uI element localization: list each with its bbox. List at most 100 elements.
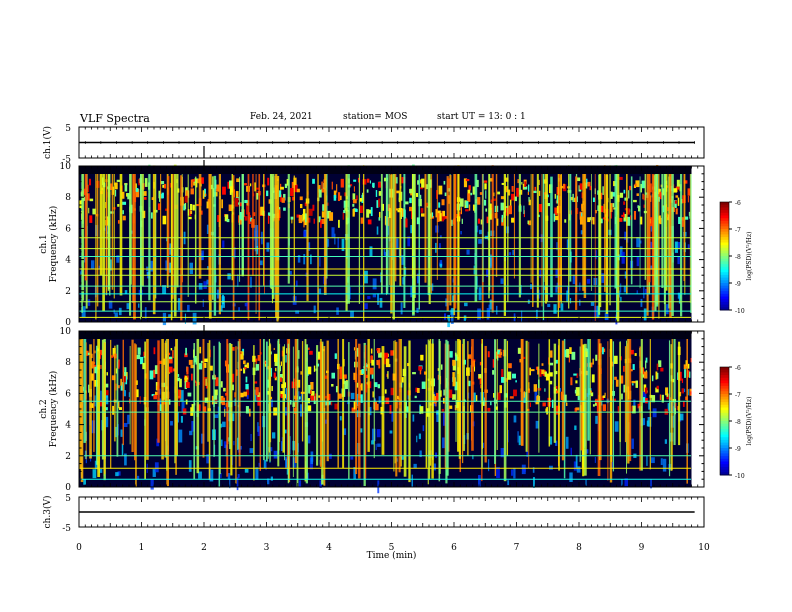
ch2-spec-noise xyxy=(375,443,377,450)
ch2-spec-band xyxy=(285,354,287,363)
ch1-spec-band xyxy=(302,213,306,222)
ch2-spec-band xyxy=(555,390,559,394)
ch2-spec-noise xyxy=(443,412,446,426)
ch2-spec-band xyxy=(530,369,535,372)
ch1-spec-noise xyxy=(555,269,559,278)
ch2-spec-band xyxy=(643,371,648,379)
ch2-spec-colorbar-cell xyxy=(720,402,729,406)
ch2-spec-band xyxy=(273,347,275,351)
ch2-spec-band xyxy=(512,373,516,379)
ch1-spec-sferic xyxy=(99,170,103,276)
ch2-spec-sferic xyxy=(678,341,681,446)
ch1-spec-band xyxy=(183,203,186,211)
ch2-spec-band xyxy=(273,407,278,416)
ch2-spec-band xyxy=(279,365,281,372)
ch1-spec-band xyxy=(621,214,625,217)
ch2-spec-band xyxy=(635,380,639,388)
ch2-spec-band xyxy=(370,355,374,364)
ch1-spec-band xyxy=(159,194,161,202)
ch2-spec-band xyxy=(501,368,504,378)
ch1-spec-band xyxy=(114,189,117,197)
ch2-spec-band xyxy=(378,352,382,358)
ch1-spec-band xyxy=(338,195,342,200)
ch2-spec-band xyxy=(452,377,456,387)
ch2-spec-band xyxy=(419,406,424,414)
ch1-spec-colorbar-cell xyxy=(720,202,729,206)
ch2-spec-band xyxy=(573,373,577,376)
ch1-spec-colorbar-cell xyxy=(720,291,729,295)
ch2-spec-band xyxy=(508,363,512,369)
ch1-spec-band xyxy=(467,189,471,194)
ch2-spec-band xyxy=(495,406,498,410)
ch2-spec-band xyxy=(255,358,257,364)
ch1-spec-band xyxy=(493,192,495,197)
ch2-spec-band xyxy=(449,351,453,358)
ch2-spec-sferic xyxy=(398,334,401,473)
ch1-spec-sferic xyxy=(173,164,177,317)
ch2-spec-band xyxy=(656,372,659,379)
ch1-spec-noise xyxy=(364,303,368,309)
ch2-spec-band xyxy=(245,376,248,383)
ch2-spec-sferic xyxy=(520,334,524,446)
ch2-spec-band xyxy=(124,367,127,376)
ch2-spec-sferic xyxy=(624,346,627,443)
ch1-spec-noise xyxy=(162,285,167,294)
ch1-spec-sferic xyxy=(424,167,427,283)
ch2-spec-noise xyxy=(422,425,425,432)
ch2-spec-sferic xyxy=(161,336,164,460)
ch1-spec-sferic xyxy=(536,166,539,308)
ch2-spec-sferic xyxy=(538,343,540,453)
x-tick-label: 5 xyxy=(389,543,395,553)
ch2-spec-sferic xyxy=(673,335,676,446)
ch1-spec-sferic xyxy=(626,165,628,295)
ch1-spec-sferic xyxy=(582,170,585,291)
ch2-spec-band xyxy=(360,383,363,391)
ch1-spec-sferic xyxy=(129,169,132,316)
ch2-spec-band xyxy=(401,377,404,383)
ch2-spec-band xyxy=(385,358,390,368)
ch1-spec-band xyxy=(192,204,195,211)
ch1-spec-band xyxy=(461,218,463,224)
ch2-spec-sferic xyxy=(269,342,271,462)
ch2-spec-band xyxy=(193,355,197,363)
ch1-spec-sferic xyxy=(558,171,561,309)
ch1-spec-band xyxy=(533,190,537,194)
ch1-spec-band xyxy=(612,203,615,208)
ch1-spec-sferic xyxy=(454,165,457,309)
ch1-spec-band xyxy=(528,220,532,226)
ch1-spec-band xyxy=(134,183,137,193)
ch2-spec-noise xyxy=(292,440,296,451)
ch2-spec-noise xyxy=(180,416,183,423)
ch1-spec-noise xyxy=(337,237,339,250)
ch2-spec-band xyxy=(274,376,277,381)
ch2-spec-band xyxy=(331,383,334,387)
ch2-spec-band xyxy=(317,351,321,359)
ch1-spec-band xyxy=(122,215,126,221)
ch1-spec-sferic xyxy=(232,175,235,320)
ch1-spec-sferic xyxy=(385,168,389,294)
ch2-spec-sferic xyxy=(282,346,285,453)
ch2-spec-band xyxy=(255,364,260,371)
ch1-spec-noise xyxy=(687,244,690,249)
ch1-spec-band xyxy=(278,190,282,198)
ch2-spec-sferic xyxy=(629,335,632,462)
ch2-spec-band xyxy=(631,406,633,412)
ch1-spec-band xyxy=(352,208,355,217)
ch1-spec-band xyxy=(89,198,94,202)
ch2-spec-band xyxy=(415,387,418,393)
ch2-spec-band xyxy=(329,401,332,405)
ch2-spec-colorbar-cell xyxy=(720,415,729,419)
ch2-spec-band xyxy=(575,380,578,384)
ch1-spec-sferic xyxy=(148,164,151,301)
ch2-spec-noise xyxy=(106,394,108,398)
ch1-spec-noise xyxy=(221,294,225,305)
ch2-spec-band xyxy=(490,401,492,406)
ch1-spec-sferic xyxy=(130,167,132,285)
ch1-spec-band xyxy=(256,187,259,190)
ch2-spec-colorbar-cell xyxy=(720,412,729,417)
ch1-spec-band xyxy=(329,212,334,221)
ch1-spec-sferic xyxy=(680,173,683,317)
ch1-spec-noise xyxy=(295,280,298,287)
ch1-spec-band xyxy=(318,185,321,189)
ch1-spec-sferic xyxy=(664,166,666,317)
